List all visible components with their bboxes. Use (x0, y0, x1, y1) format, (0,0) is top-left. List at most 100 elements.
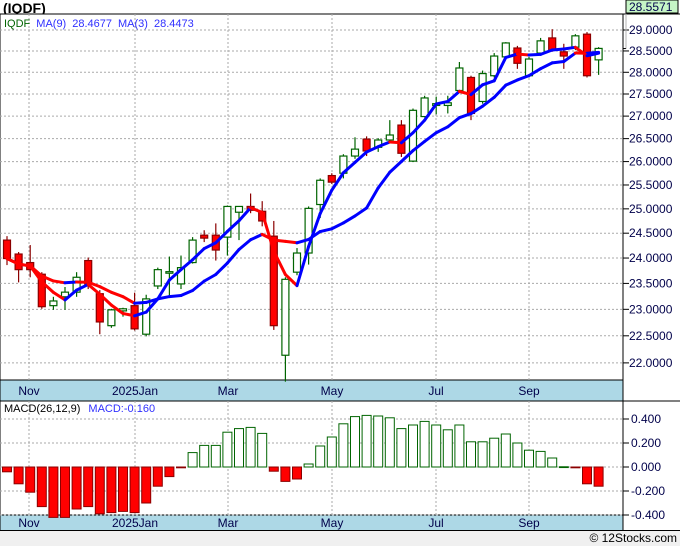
candle-body (350, 148, 360, 157)
ma3-segment (446, 89, 461, 103)
ma9-segment (167, 293, 183, 299)
ma9-segment (109, 290, 125, 299)
macd-bar (210, 444, 221, 468)
ma3-segment (481, 79, 496, 87)
ma3-segment (353, 150, 369, 164)
ma3-segment (156, 278, 171, 301)
macd-bar (535, 450, 546, 468)
candle-body (176, 267, 186, 285)
price-tick-label: 28.5000 (629, 44, 673, 58)
ma9-segment (562, 51, 577, 64)
stock-chart: 29.0000 28.5000 28.0000 27.5000 27.0000 26.50… (0, 0, 680, 531)
candle (107, 308, 116, 328)
candle (350, 137, 360, 159)
candle-body (200, 234, 209, 239)
candle-body (559, 51, 568, 57)
candle-body (362, 138, 371, 152)
ma9-segment (423, 131, 438, 143)
candle-body (49, 300, 58, 307)
candle (397, 120, 406, 157)
ma3-segment (272, 249, 287, 277)
ma9-segment (504, 78, 519, 87)
macd-bar (2, 466, 12, 473)
ma9-segment (434, 125, 450, 135)
macd-bar (338, 423, 349, 468)
ma9-segment (527, 67, 543, 78)
macd-bar (396, 428, 407, 468)
macd-bar (442, 429, 453, 468)
candle-body (269, 235, 278, 327)
ma3-segment (399, 131, 415, 145)
macd-bar (106, 466, 117, 514)
ma9-segment (446, 116, 461, 129)
ma9-segment (353, 206, 369, 218)
ma3-segment (423, 102, 438, 122)
candle-body (420, 97, 429, 118)
macd-bar (257, 432, 268, 468)
ma3-segment (283, 273, 299, 288)
macd-bar (13, 466, 24, 485)
macd-tick-label: 0.200 (631, 436, 661, 450)
macd-bar (48, 466, 59, 518)
price-x-label: Mar (218, 384, 239, 398)
price-tick-label: 29.0000 (629, 23, 673, 37)
candle-body (455, 67, 464, 92)
candle-body (385, 134, 394, 141)
price-tick-label: 28.0000 (629, 65, 673, 79)
legend-ma9-value: 28.4677 (72, 18, 112, 30)
ma9-segment (225, 248, 241, 265)
ma9-segment (133, 300, 148, 305)
ma3-segment (121, 312, 137, 318)
ma3-segment (249, 206, 264, 215)
candle-body (165, 271, 174, 274)
macd-x-label: 2025Jan (112, 516, 158, 530)
price-x-label: May (321, 384, 344, 398)
macd-bar (234, 428, 244, 468)
ma3-segment (457, 89, 473, 97)
ma3-segment (504, 52, 519, 59)
macd-bar (570, 466, 581, 469)
macd-title: MACD(26,12,9) (4, 403, 80, 415)
ma3-segment (411, 118, 427, 135)
macd-x-label: Sep (518, 516, 540, 530)
price-tick-label: 26.0000 (629, 155, 673, 169)
ma9-segment (121, 295, 137, 305)
price-x-label: Nov (18, 384, 39, 398)
legend-ma3-label: MA(3) (118, 18, 148, 30)
candle-body (327, 174, 336, 183)
ma3-segment (585, 51, 601, 58)
ma3-segment (167, 268, 183, 282)
ma3-segment (133, 310, 148, 318)
macd-bar (83, 466, 94, 508)
ma3-segment (492, 55, 508, 83)
macd-bar (60, 466, 70, 518)
candle (165, 256, 174, 297)
candle-body (316, 179, 325, 206)
macd-x-label: Jul (428, 516, 443, 530)
ma3-segment (307, 212, 322, 249)
ma9-segment (469, 104, 485, 116)
ma9-segment (40, 274, 55, 283)
candle (281, 277, 290, 382)
macd-bar (315, 445, 326, 468)
ma9-segment (214, 261, 229, 276)
price-legend: IQDF MA(9) 28.4677 MA(3) 28.4473 (4, 18, 194, 30)
ma9-segment (179, 288, 195, 297)
candle-body (107, 309, 116, 327)
ma3-segment (40, 280, 55, 294)
macd-bar (593, 466, 604, 487)
macd-bar (71, 466, 82, 510)
ma9-segment (98, 285, 113, 294)
macd-tick-label: 0.400 (631, 412, 661, 426)
last-price-label: 28.5571 (629, 0, 673, 14)
ma9-segment (63, 280, 79, 285)
ma3-segment (318, 188, 334, 216)
ma3-segment (75, 282, 90, 292)
ma9-segment (399, 149, 415, 163)
ma3-segment (365, 145, 380, 154)
macd-bar (176, 466, 186, 469)
macd-bar (454, 424, 465, 468)
macd-tick-label: 0.000 (631, 460, 661, 474)
ma9-segment (249, 232, 264, 242)
candle-body (153, 269, 162, 287)
